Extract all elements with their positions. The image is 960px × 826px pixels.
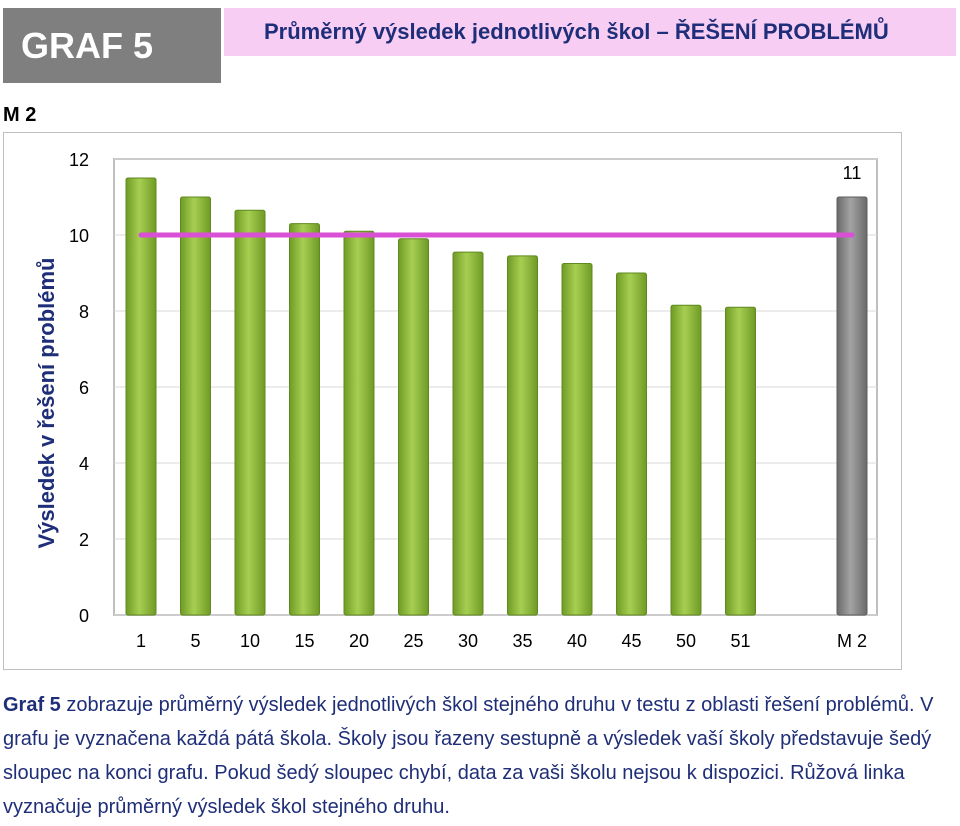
graph-number-badge: GRAF 5 [3, 8, 221, 83]
x-tick-label: 1 [136, 631, 146, 651]
bar-school [289, 223, 320, 616]
data-label: 11 [843, 163, 862, 183]
x-tick-label: 25 [403, 631, 423, 651]
caption-text: zobrazuje průměrný výsledek jednotlivých… [3, 694, 934, 818]
bar-school [507, 255, 538, 616]
chart-area: 0 2 4 6 8 10 12 1 5 10 15 20 25 30 35 40 45 50 51 M 2 11 V… [3, 132, 902, 670]
y-tick-label: 10 [69, 226, 89, 246]
x-tick-labels: 1 5 10 15 20 25 30 35 40 45 50 51 M 2 [136, 631, 867, 651]
x-tick-label: M 2 [837, 631, 867, 651]
caption-lead: Graf 5 [3, 694, 61, 716]
bar-school [398, 238, 429, 616]
x-tick-label: 20 [349, 631, 369, 651]
y-tick-label: 8 [79, 302, 89, 322]
bar-school [725, 306, 756, 616]
x-tick-label: 35 [512, 631, 532, 651]
bar-school [234, 209, 266, 616]
x-tick-label: 40 [567, 631, 587, 651]
y-tick-label: 4 [79, 454, 89, 474]
chart-caption: Graf 5 zobrazuje průměrný výsledek jedno… [3, 688, 953, 824]
bar-school [125, 177, 157, 616]
x-tick-label: 5 [190, 631, 200, 651]
bar-school [343, 230, 375, 616]
x-tick-label: 45 [621, 631, 641, 651]
chart-title: Průměrný výsledek jednotlivých škol – ŘE… [224, 8, 956, 56]
bar-school [616, 272, 647, 616]
bars [125, 177, 868, 616]
bar-school [180, 196, 211, 616]
x-tick-label: 10 [240, 631, 260, 651]
x-tick-label: 51 [730, 631, 750, 651]
section-label: M 2 [3, 104, 37, 126]
y-tick-labels: 0 2 4 6 8 10 12 [69, 150, 89, 626]
y-tick-label: 0 [79, 606, 89, 626]
data-labels: 11 [843, 163, 862, 183]
x-tick-label: 50 [676, 631, 696, 651]
bar-school [452, 251, 484, 616]
y-axis-label: Výsledek v řešení problémů [34, 257, 59, 548]
x-tick-label: 15 [294, 631, 314, 651]
bar-school [561, 263, 593, 616]
x-tick-label: 30 [458, 631, 478, 651]
bar-your-school [836, 196, 868, 616]
y-tick-label: 12 [69, 150, 89, 170]
bar-school [670, 304, 702, 616]
y-tick-label: 6 [79, 378, 89, 398]
y-tick-label: 2 [79, 530, 89, 550]
